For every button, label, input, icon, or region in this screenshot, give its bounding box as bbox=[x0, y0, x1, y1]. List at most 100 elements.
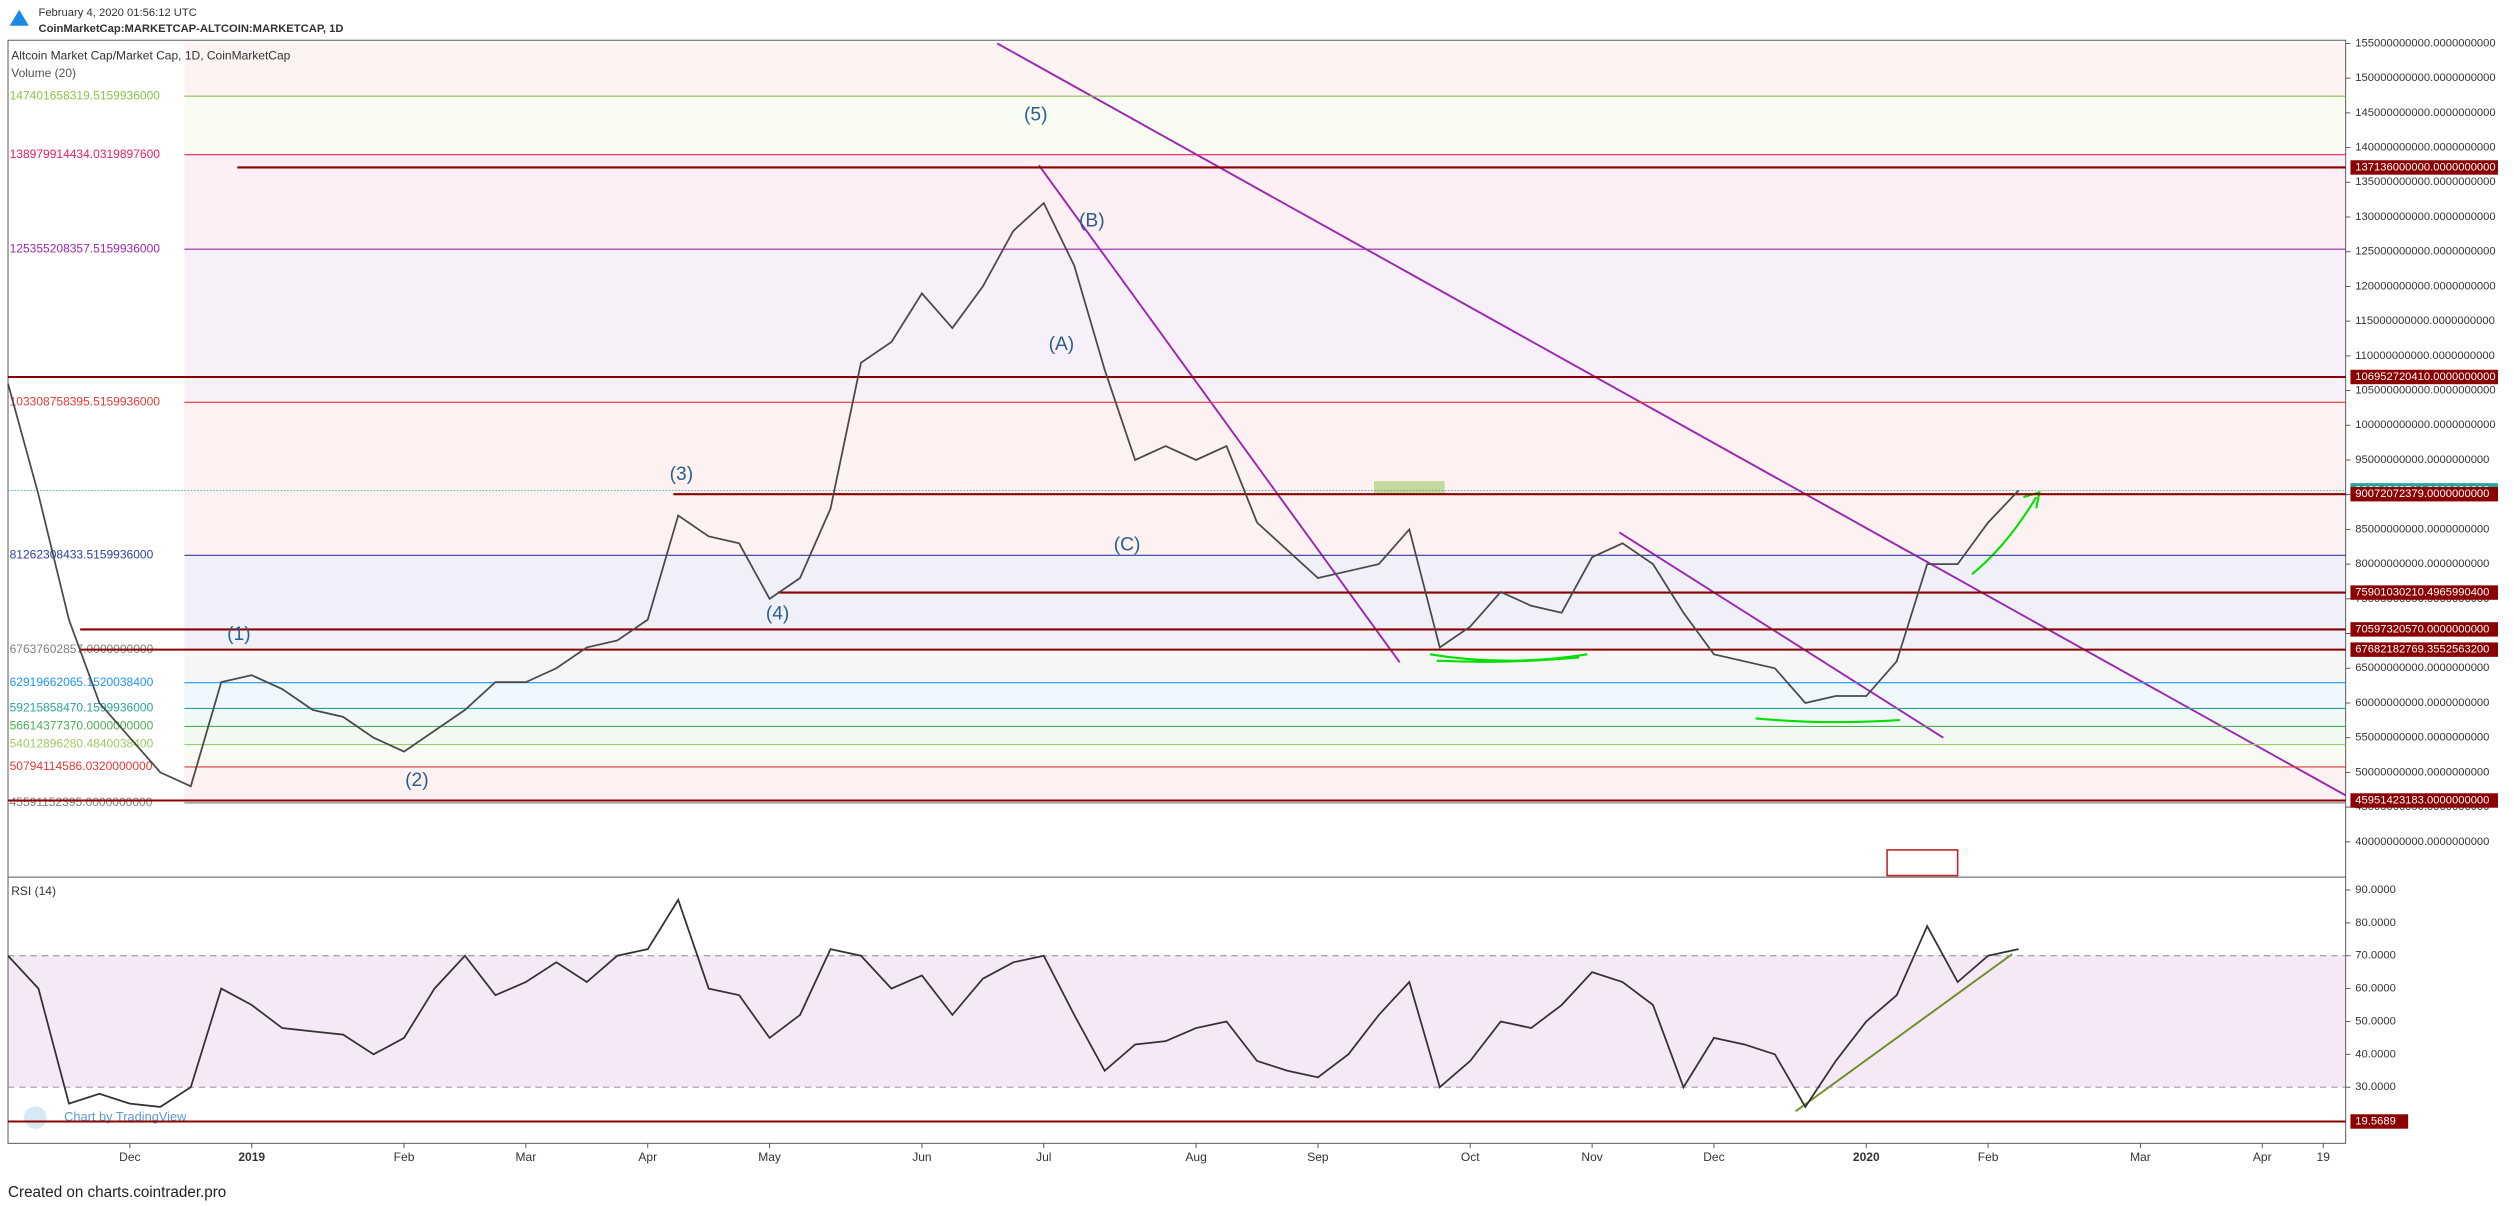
price-box-label: 70597320570.0000000000 bbox=[2355, 623, 2489, 635]
price-box bbox=[2350, 622, 2498, 637]
support-mark bbox=[1755, 717, 1900, 724]
wave-label: (A) bbox=[1049, 334, 1075, 355]
level-band bbox=[184, 249, 2346, 403]
y-tick-label: 135000000000.0000000000 bbox=[2355, 176, 2495, 188]
level-band bbox=[184, 154, 2346, 250]
timestamp: February 4, 2020 01:56:12 UTC bbox=[38, 7, 196, 19]
x-tick-label: Mar bbox=[2130, 1150, 2151, 1164]
y-tick-label: 125000000000.0000000000 bbox=[2355, 246, 2495, 258]
y-tick-label: 80000000000.0000000000 bbox=[2355, 558, 2489, 570]
x-tick-label: Jun bbox=[912, 1150, 931, 1164]
x-tick-label: Aug bbox=[1185, 1150, 1206, 1164]
x-tick-label: Nov bbox=[1581, 1150, 1602, 1164]
x-tick-label: Feb bbox=[394, 1150, 415, 1164]
price-box-label: 45951423183.0000000000 bbox=[2355, 794, 2489, 806]
logo bbox=[9, 9, 29, 26]
x-tick-label: Mar bbox=[516, 1150, 537, 1164]
wave-label: (1) bbox=[227, 624, 251, 645]
y-tick-label: 100000000000.0000000000 bbox=[2355, 419, 2495, 431]
wave-label: (3) bbox=[670, 464, 694, 485]
level-band bbox=[184, 726, 2346, 745]
price-box-label: 90072072379.0000000000 bbox=[2355, 488, 2489, 500]
y-tick-label: 95000000000.0000000000 bbox=[2355, 454, 2489, 466]
price-box-label: 106952720410.0000000000 bbox=[2355, 371, 2495, 383]
backgrounds bbox=[8, 43, 2346, 1088]
price-box bbox=[2350, 793, 2498, 808]
level-label: 103308758395.5159936000 bbox=[10, 394, 161, 408]
symbol: CoinMarketCap:MARKETCAP-ALTCOIN:MARKETCA… bbox=[38, 23, 343, 35]
rsi-line bbox=[7, 897, 2019, 1109]
y-tick-label: 70.0000 bbox=[2355, 950, 2396, 962]
price-box bbox=[2350, 160, 2498, 175]
drawings bbox=[996, 42, 2347, 1113]
price-box bbox=[2350, 585, 2498, 600]
y-tick-label: 60.0000 bbox=[2355, 983, 2396, 995]
y-tick-label: 110000000000.0000000000 bbox=[2355, 350, 2495, 362]
level-label: 81262308433.5159936000 bbox=[10, 548, 154, 562]
level-band bbox=[184, 402, 2346, 556]
x-tick-label: 2020 bbox=[1853, 1150, 1880, 1164]
wave-label: (5) bbox=[1024, 105, 1047, 126]
footer: Created on charts.cointrader.pro bbox=[8, 1184, 226, 1201]
trendline bbox=[1038, 164, 1401, 663]
y-tick-label: 50000000000.0000000000 bbox=[2355, 766, 2489, 778]
level-label: 59215858470.1599936000 bbox=[10, 701, 154, 715]
x-tick-label: Apr bbox=[2253, 1150, 2272, 1164]
price-box-label: 19.5689 bbox=[2355, 1115, 2396, 1127]
level-band bbox=[184, 744, 2346, 767]
level-band bbox=[184, 649, 2346, 683]
rsi-title: RSI (14) bbox=[11, 884, 56, 898]
level-band bbox=[184, 555, 2346, 650]
y-tick-label: 85000000000.0000000000 bbox=[2355, 523, 2489, 535]
support-mark bbox=[1429, 653, 1588, 663]
y-tick-label: 60000000000.0000000000 bbox=[2355, 697, 2489, 709]
y-tick-label: 40000000000.0000000000 bbox=[2355, 836, 2489, 848]
watermark: Chart by TradingView bbox=[64, 1109, 187, 1124]
wave-label: (2) bbox=[405, 770, 429, 791]
pane-title: Altcoin Market Cap/Market Cap, 1D, CoinM… bbox=[11, 48, 290, 62]
y-tick-label: 140000000000.0000000000 bbox=[2355, 142, 2495, 154]
trendline bbox=[996, 42, 2347, 797]
price-box-label: 137136000000.0000000000 bbox=[2355, 161, 2495, 173]
y-tick-label: 40.0000 bbox=[2355, 1048, 2396, 1060]
level-band bbox=[184, 708, 2346, 727]
price-box-label: 67682182769.3552563200 bbox=[2355, 644, 2489, 656]
y-tick-label: 30.0000 bbox=[2355, 1081, 2396, 1093]
level-label: 147401658319.5159936000 bbox=[10, 88, 161, 102]
price-box bbox=[2350, 369, 2498, 385]
y-tick-label: 50.0000 bbox=[2355, 1015, 2396, 1027]
x-tick-label: Apr bbox=[638, 1150, 657, 1164]
level-label: 45591152395.0000000000 bbox=[10, 795, 153, 809]
level-label: 138979914434.0319897600 bbox=[10, 147, 161, 161]
y-tick-label: 155000000000.0000000000 bbox=[2355, 37, 2495, 49]
level-label: 54012896280.4840038400 bbox=[10, 737, 154, 751]
level-label: 62919662065.1520038400 bbox=[10, 675, 154, 689]
price-line-series bbox=[7, 201, 2020, 788]
level-band bbox=[184, 682, 2346, 709]
level-band bbox=[184, 766, 2346, 803]
x-tick-label: Feb bbox=[1978, 1150, 1999, 1164]
y-tick-label: 90.0000 bbox=[2355, 884, 2396, 896]
price-box-label: 75901030210.4965990400 bbox=[2355, 587, 2489, 599]
wave-label: (4) bbox=[766, 603, 790, 624]
price-box bbox=[2350, 1114, 2409, 1129]
y-tick-label: 65000000000.0000000000 bbox=[2355, 662, 2489, 674]
watermark-logo bbox=[24, 1106, 47, 1129]
rsi-trendline bbox=[1795, 953, 2013, 1113]
y-tick-label: 115000000000.0000000000 bbox=[2355, 315, 2495, 327]
price-box bbox=[2350, 486, 2498, 502]
y-tick-label: 130000000000.0000000000 bbox=[2355, 211, 2495, 223]
y-tick-label: 120000000000.0000000000 bbox=[2355, 280, 2495, 292]
x-tick-label: May bbox=[758, 1150, 781, 1164]
trendline bbox=[1618, 531, 1944, 739]
wave-label: (C) bbox=[1114, 534, 1141, 555]
level-label: 50794114586.0320000000 bbox=[10, 759, 153, 773]
y-tick-label: 80.0000 bbox=[2355, 917, 2396, 929]
rsi-band bbox=[8, 955, 2346, 1088]
x-tick-label: 19 bbox=[2317, 1150, 2331, 1164]
x-tick-label: Dec bbox=[119, 1150, 140, 1164]
level-band bbox=[184, 96, 2346, 155]
volume-box bbox=[1886, 849, 1959, 877]
